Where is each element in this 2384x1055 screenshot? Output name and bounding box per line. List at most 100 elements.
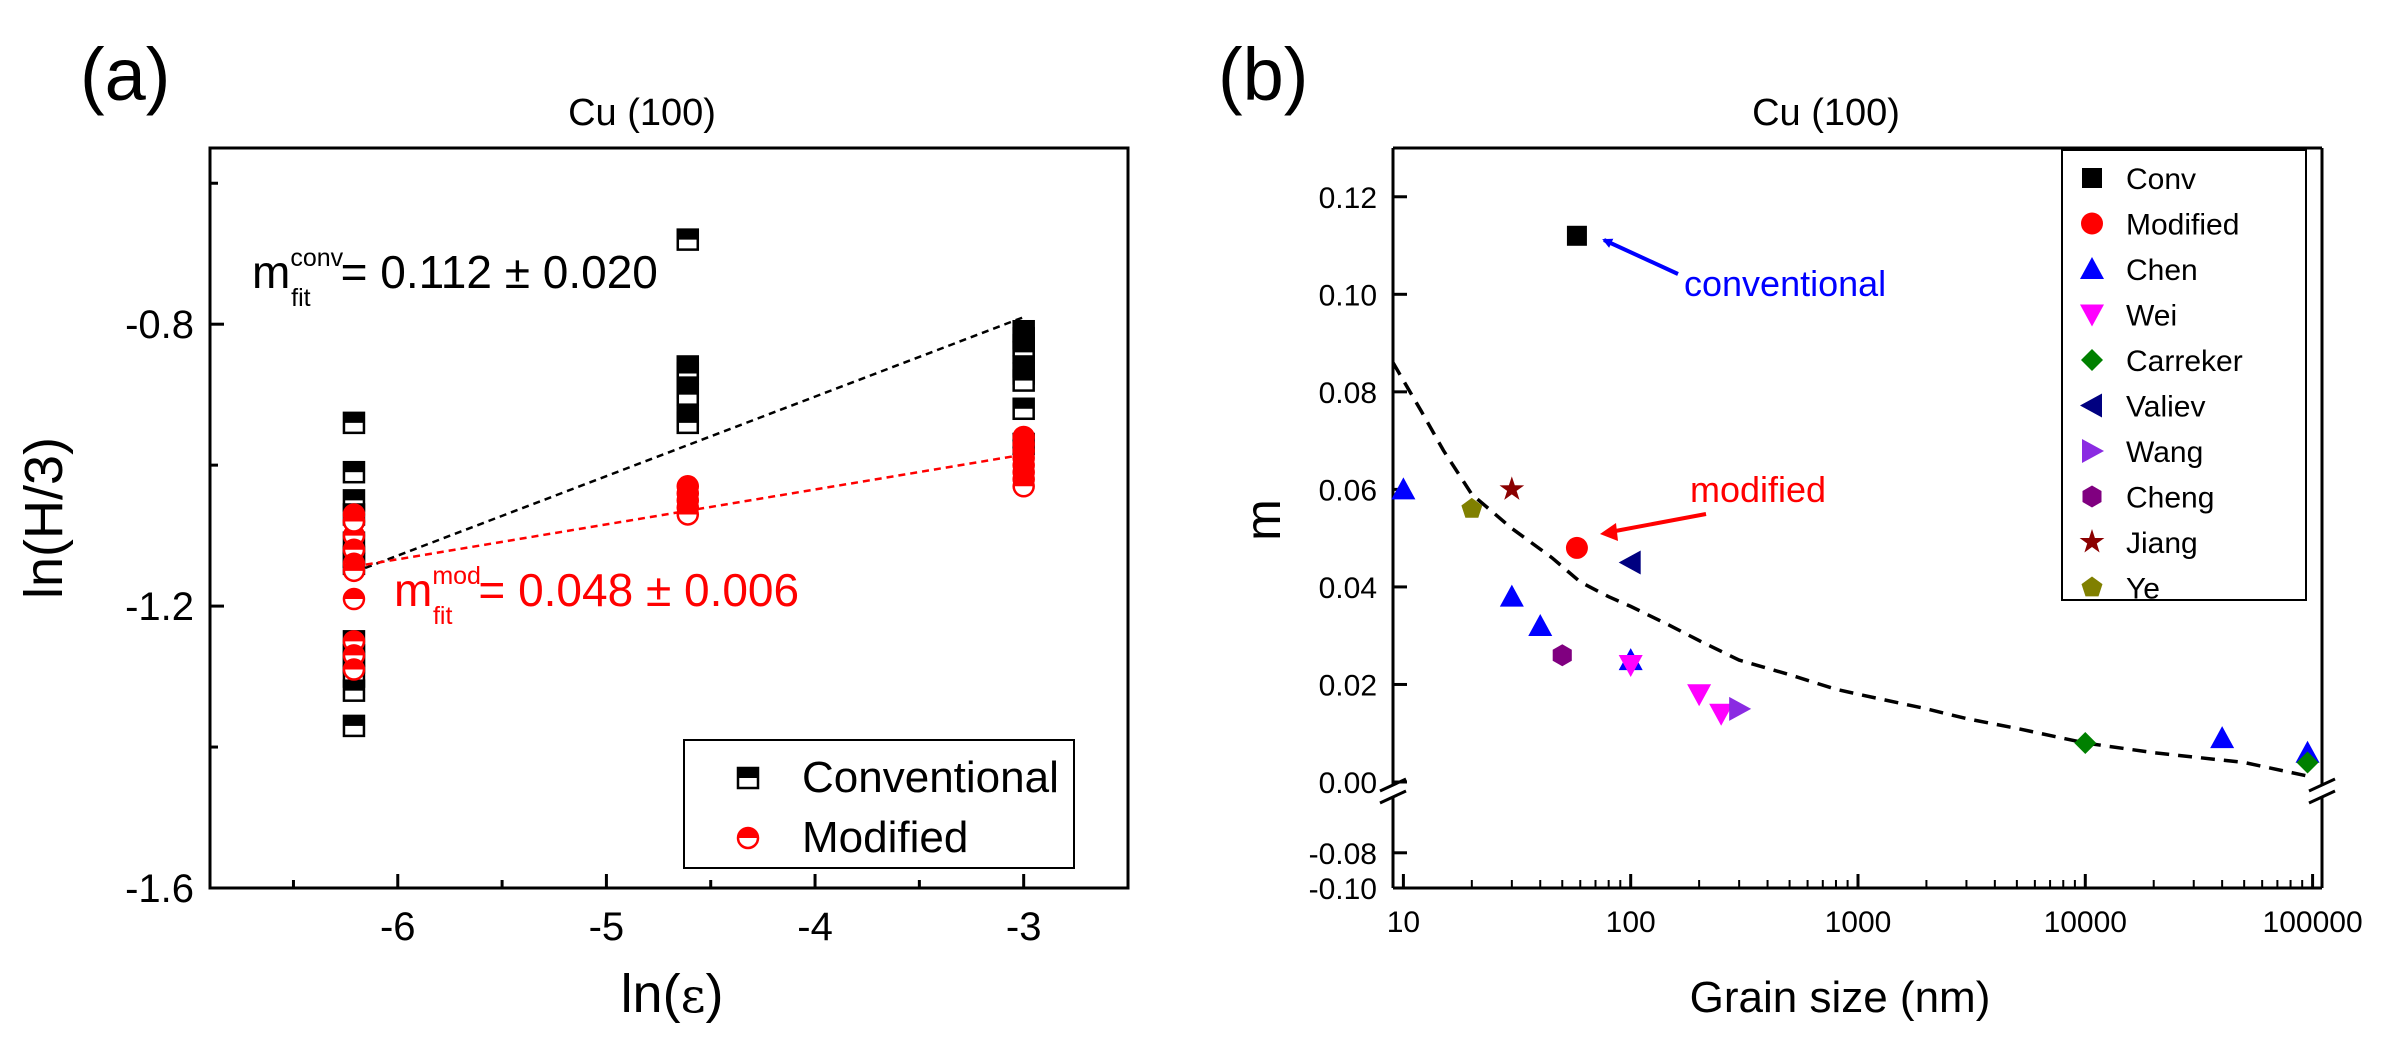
annotation-modified: modified <box>1690 469 1826 510</box>
panel-b-trend-curve <box>1391 361 2313 779</box>
point-wei <box>1687 684 1712 707</box>
panel-a-xtick-label-2: -4 <box>797 905 833 949</box>
panel-a-ylabel: ln(H/3) <box>14 437 74 599</box>
series-modified <box>1565 536 1588 559</box>
series-valiev <box>1618 550 1641 575</box>
panel-b-ytick-label-lower-0: -0.08 <box>1309 838 1377 871</box>
point-conventional-fill <box>1013 321 1034 332</box>
legend-b-marker-wei <box>2080 304 2104 327</box>
point-wei <box>1709 703 1734 726</box>
point-modified-fill <box>677 504 698 515</box>
legend-b-label-wei: Wei <box>2126 300 2177 333</box>
legend-a-conventional: Conventional <box>802 753 1059 802</box>
panel-a-points <box>342 228 1035 738</box>
series-ye <box>1461 497 1483 518</box>
series-wei <box>1618 654 1734 726</box>
panel-b-xtick-label-0: 10 <box>1387 906 1420 939</box>
point-conventional-fill <box>343 680 364 691</box>
panel-b-ytick-label-upper-2: 0.04 <box>1319 572 1377 605</box>
legend-a-modified: Modified <box>802 813 968 862</box>
point-ye <box>1461 497 1483 518</box>
point-conventional-fill <box>677 356 698 367</box>
legend-b-marker-cheng <box>2082 485 2102 508</box>
point-conventional-fill <box>343 462 364 473</box>
legend-b-label-cheng: Cheng <box>2126 482 2214 515</box>
panel-a-legend: Conventional Modified <box>683 739 1075 869</box>
panel-b-label: (b) <box>1218 33 1308 116</box>
point-conventional-fill <box>677 384 698 395</box>
legend-b-marker-carreker <box>2081 349 2103 371</box>
point-wei <box>1618 654 1643 677</box>
point-modified-fill <box>343 645 364 656</box>
legend-b-marker-valiev <box>2080 393 2102 418</box>
point-conventional-fill <box>343 412 364 423</box>
panel-a-annotation-conv: mconv fit = 0.112 ± 0.020 <box>252 244 658 312</box>
legend-b-marker-modified <box>2081 212 2103 235</box>
point-conventional-fill <box>1013 363 1034 374</box>
point-conventional-fill <box>1013 335 1034 346</box>
point-valiev <box>1618 550 1641 575</box>
panel-b-points <box>1391 225 2320 774</box>
series-jiang <box>1499 476 1525 500</box>
series-carreker <box>2074 731 2319 774</box>
panel-a-ytick-label-1: -1.2 <box>125 585 194 629</box>
legend-b-marker-jiang <box>2079 529 2105 553</box>
panel-b-ylabel: m <box>1235 499 1291 541</box>
panel-a-xtick-label-1: -5 <box>589 905 625 949</box>
point-conventional-fill <box>343 490 364 501</box>
axis-break-mark-1-a <box>2308 777 2336 793</box>
panel-b-xtick-label-4: 100000 <box>2263 906 2363 939</box>
point-conventional-fill <box>343 715 364 726</box>
legend-b-marker-wang <box>2082 439 2104 463</box>
panel-b-xlabel: Grain size (nm) <box>1690 973 1991 1022</box>
point-modified-fill <box>343 539 364 550</box>
arrow-modified <box>1600 512 1707 541</box>
legend-b-label-modified: Modified <box>2126 209 2239 242</box>
point-modified <box>1565 536 1588 559</box>
point-conventional-fill <box>1013 342 1034 353</box>
panel-a-xtick-label-3: -3 <box>1006 905 1042 949</box>
point-conventional-fill <box>677 229 698 240</box>
point-modified-fill <box>343 560 364 571</box>
legend-a-marker-modified-fill <box>738 828 758 838</box>
legend-b-label-jiang: Jiang <box>2126 527 2198 560</box>
point-conventional-fill <box>1013 370 1034 381</box>
legend-b-marker-conv <box>2082 168 2102 188</box>
legend-a-marker-conventional-fill <box>738 768 758 778</box>
point-chen <box>1528 613 1553 636</box>
panel-b-legend: Conv Modified Chen Wei Carreker Valiev Wang Che… <box>2061 149 2307 606</box>
point-modified-fill <box>1013 476 1034 487</box>
point-conventional-fill <box>677 363 698 374</box>
panel-a: (a) Cu (100) -6 -5 -4 -3 -1.6 -1.2 -0.8 mconv f… <box>14 33 1130 1024</box>
axis-break-mark-1-b <box>2308 789 2336 805</box>
series-cheng <box>1552 644 1572 667</box>
point-chen <box>2210 726 2235 749</box>
series-conv <box>1566 225 1587 246</box>
point-carreker <box>2296 751 2319 774</box>
panel-b-ytick-label-upper-6: 0.12 <box>1319 182 1377 215</box>
legend-b-marker-chen <box>2080 257 2104 279</box>
panel-b: (b) Cu (100) 10 100 1000 10000 100000 0.00 0.0… <box>1218 33 2363 1022</box>
panel-b-ytick-label-upper-1: 0.02 <box>1319 669 1377 702</box>
arrow-conventional <box>1602 238 1679 276</box>
point-modified-fill <box>343 511 364 522</box>
panel-a-title: Cu (100) <box>568 92 716 134</box>
panel-b-axes: 10 100 1000 10000 100000 0.00 0.02 0.04 0.06 0.08… <box>1309 182 2363 939</box>
point-wang <box>1729 696 1752 721</box>
panel-b-ytick-label-lower-1: -0.10 <box>1309 873 1377 906</box>
series-modified <box>342 425 1035 681</box>
legend-b-label-carreker: Carreker <box>2126 345 2243 378</box>
panel-b-title: Cu (100) <box>1752 92 1900 134</box>
panel-b-xtick-label-1: 100 <box>1606 906 1656 939</box>
point-cheng <box>1552 644 1572 667</box>
legend-b-label-ye: Ye <box>2126 573 2160 606</box>
annotation-conventional: conventional <box>1684 263 1886 304</box>
panel-b-ytick-label-upper-0: 0.00 <box>1319 767 1377 800</box>
panel-a-axes: -6 -5 -4 -3 -1.6 -1.2 -0.8 <box>125 181 1042 949</box>
panel-b-ytick-label-upper-4: 0.08 <box>1319 377 1377 410</box>
panel-a-label: (a) <box>80 33 170 116</box>
point-conventional-fill <box>1013 398 1034 409</box>
point-conventional-fill <box>677 412 698 423</box>
panel-b-xtick-label-2: 1000 <box>1825 906 1892 939</box>
